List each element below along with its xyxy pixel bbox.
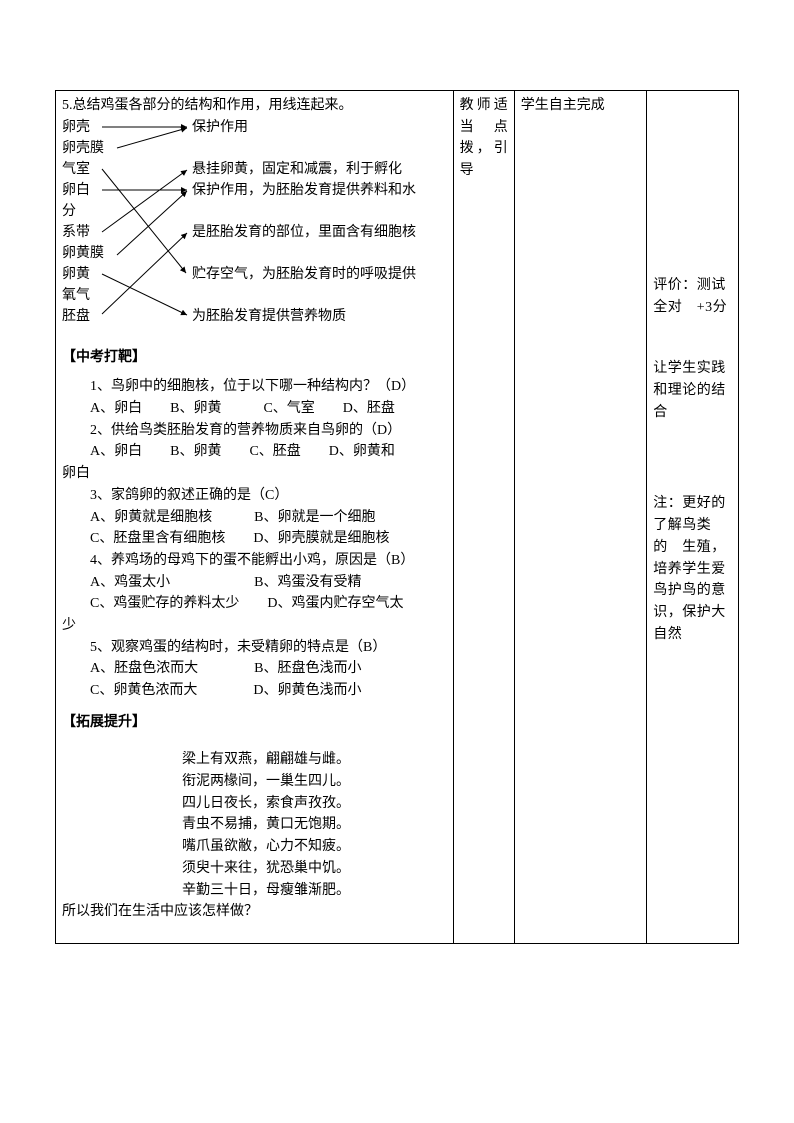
- q5-opts-b: C、卵黄色浓而大 D、卵黄色浅而小: [62, 680, 447, 702]
- poem-line: 衔泥两椽间，一巢生四儿。: [182, 771, 447, 793]
- q3-opts-a: A、卵黄就是细胞核 B、卵就是一个细胞: [62, 507, 447, 529]
- poem-line: 四儿日夜长，索食声孜孜。: [182, 793, 447, 815]
- teacher-cell: 教师适当点拨，引导: [453, 91, 514, 944]
- poem-line: 梁上有双燕，翩翩雄与雌。: [182, 749, 447, 771]
- lesson-table: 5.总结鸡蛋各部分的结构和作用，用线连起来。 卵壳 卵壳膜 气室 卵白 分 系带…: [55, 90, 739, 944]
- note-2: 让学生实践和理论的结合: [653, 358, 732, 423]
- q3-opts-b: C、胚盘里含有细胞核 D、卵壳膜就是细胞核: [62, 528, 447, 550]
- matching-exercise: 卵壳 卵壳膜 气室 卵白 分 系带 卵黄膜 卵黄 氧气 胚盘 保护作用 悬挂卵黄…: [62, 117, 447, 347]
- spacer: [653, 423, 732, 493]
- ext-question: 所以我们在生活中应该怎样做？: [62, 901, 447, 923]
- spacer: [62, 368, 447, 376]
- q3: 3、家鸽卵的叙述正确的是（C）: [62, 485, 447, 507]
- notes-cell: 评价：测试全对 +3分 让学生实践和理论的结合 注：更好的了解鸟类的 生殖，培养…: [647, 91, 739, 944]
- poem-line: 嘴爪虽欲敝，心力不知疲。: [182, 836, 447, 858]
- spacer: [62, 702, 447, 712]
- poem-line: 辛勤三十日，母瘦雏渐肥。: [182, 880, 447, 902]
- teacher-note: 教师适当点拨，引导: [460, 95, 508, 182]
- q2-opts-wrap: 卵白: [62, 463, 447, 485]
- q5: 5、观察鸡蛋的结构时，未受精卵的特点是（B）: [62, 637, 447, 659]
- poem-line: 须臾十来往，犹恐巢中饥。: [182, 858, 447, 880]
- content-cell: 5.总结鸡蛋各部分的结构和作用，用线连起来。 卵壳 卵壳膜 气室 卵白 分 系带…: [56, 91, 454, 944]
- q1: 1、鸟卵中的细胞核，位于以下哪一种结构内？（D）: [62, 376, 447, 398]
- student-cell: 学生自主完成: [514, 91, 647, 944]
- q5-opts-a: A、胚盘色浓而大 B、胚盘色浅而小: [62, 658, 447, 680]
- spacer: [653, 318, 732, 358]
- poem-line: 青虫不易捕，黄口无饱期。: [182, 814, 447, 836]
- q1-opts: A、卵白 B、卵黄 C、气室 D、胚盘: [62, 398, 447, 420]
- q4: 4、养鸡场的母鸡下的蛋不能孵出小鸡，原因是（B）: [62, 550, 447, 572]
- student-note: 学生自主完成: [521, 95, 641, 117]
- note-3: 注：更好的了解鸟类的 生殖，培养学生爱鸟护鸟的意识，保护大自然: [653, 493, 732, 645]
- ext-header: 【拓展提升】: [62, 712, 447, 734]
- spacer: [62, 733, 447, 749]
- exam-header: 【中考打靶】: [62, 347, 447, 369]
- q2-opts: A、卵白 B、卵黄 C、胚盘 D、卵黄和: [62, 441, 447, 463]
- spacer: [653, 95, 732, 275]
- q4-opts-wrap: 少: [62, 615, 447, 637]
- q2: 2、供给鸟类胚胎发育的营养物质来自鸟卵的（D）: [62, 420, 447, 442]
- page: 5.总结鸡蛋各部分的结构和作用，用线连起来。 卵壳 卵壳膜 气室 卵白 分 系带…: [0, 0, 794, 1004]
- q4-opts-b: C、鸡蛋贮存的养料太少 D、鸡蛋内贮存空气太: [62, 593, 447, 615]
- q4-opts-a: A、鸡蛋太小 B、鸡蛋没有受精: [62, 572, 447, 594]
- poem: 梁上有双燕，翩翩雄与雌。 衔泥两椽间，一巢生四儿。 四儿日夜长，索食声孜孜。 青…: [182, 749, 447, 901]
- match-lines-svg: [62, 117, 442, 347]
- matching-intro: 5.总结鸡蛋各部分的结构和作用，用线连起来。: [62, 95, 447, 117]
- spacer: [62, 923, 447, 939]
- note-1: 评价：测试全对 +3分: [653, 275, 732, 318]
